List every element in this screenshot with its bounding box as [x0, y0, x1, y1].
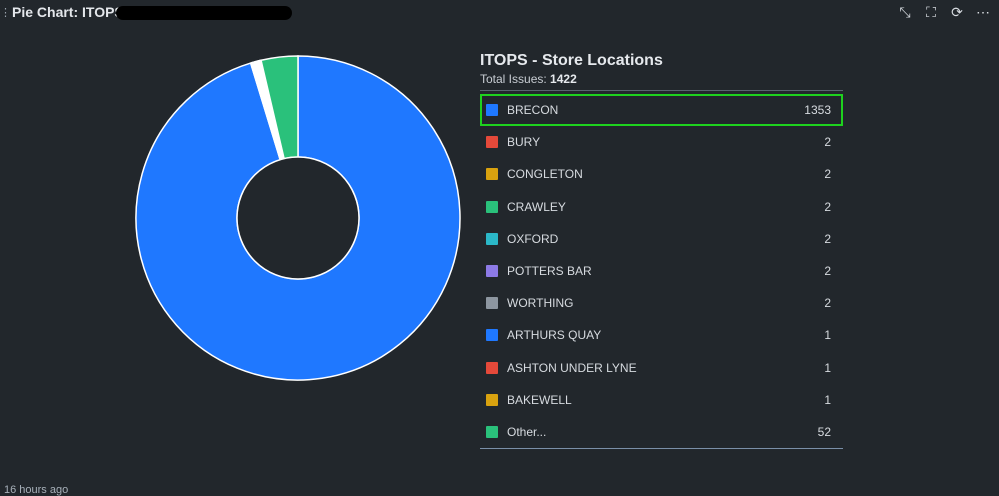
chart-panel-title: Pie Chart: ITOPS -: [12, 4, 133, 20]
legend-swatch: [486, 136, 498, 149]
total-issues: Total Issues: 1422: [480, 72, 843, 86]
legend-swatch: [486, 361, 498, 374]
legend-item-arthurs-quay[interactable]: ARTHURS QUAY 1: [480, 319, 843, 351]
legend-swatch: [486, 329, 498, 342]
more-options-icon[interactable]: ⋯: [976, 4, 990, 20]
legend-item-bakewell[interactable]: BAKEWELL 1: [480, 384, 843, 416]
legend-value: 2: [824, 199, 831, 214]
legend-value: 2: [824, 135, 831, 150]
legend-title: ITOPS - Store Locations: [480, 52, 663, 69]
legend-label: ASHTON UNDER LYNE: [507, 360, 637, 375]
legend-label: CONGLETON: [507, 167, 583, 182]
legend-value: 2: [824, 167, 831, 182]
legend-swatch: [486, 104, 498, 117]
legend-item-ashton-under-lyne[interactable]: ASHTON UNDER LYNE 1: [480, 352, 843, 384]
legend-label: BURY: [507, 135, 541, 150]
legend-swatch: [486, 232, 498, 245]
drag-handle-icon[interactable]: ⋮: [0, 7, 11, 19]
donut-chart: [135, 55, 461, 381]
legend-item-potters-bar[interactable]: POTTERS BAR 2: [480, 255, 843, 287]
legend-item-brecon[interactable]: BRECON 1353: [480, 94, 843, 127]
legend-swatch: [486, 393, 498, 406]
legend-swatch: [486, 297, 498, 310]
legend-item-oxford[interactable]: OXFORD 2: [480, 223, 843, 255]
legend-list: BRECON 1353 BURY 2 CONGLETON 2 CRAWLEY 2 OXFORD 2…: [480, 94, 843, 450]
legend-divider: [480, 90, 843, 91]
chart-legend: ITOPS - Store Locations Total Issues: 14…: [480, 52, 843, 450]
legend-item-worthing[interactable]: WORTHING 2: [480, 287, 843, 319]
legend-label: Other...: [507, 424, 547, 439]
legend-label: ARTHURS QUAY: [507, 328, 602, 343]
legend-value: 2: [824, 296, 831, 311]
legend-value: 1: [824, 360, 831, 375]
legend-value: 52: [817, 424, 831, 439]
legend-label: WORTHING: [507, 296, 574, 311]
chart-toolbar: ⤡ ⛶ ⟳ ⋯: [897, 3, 991, 21]
legend-swatch: [486, 425, 498, 438]
legend-swatch: [486, 168, 498, 181]
legend-swatch: [486, 265, 498, 278]
legend-value: 2: [824, 264, 831, 279]
legend-swatch: [486, 200, 498, 213]
redacted-title-block: [116, 6, 292, 20]
legend-label: OXFORD: [507, 231, 559, 246]
last-updated: 16 hours ago: [4, 484, 69, 496]
chart-header: ⋮ Pie Chart: ITOPS - ⤡ ⛶ ⟳ ⋯: [0, 0, 999, 26]
legend-value: 1353: [804, 103, 831, 118]
legend-item-congleton[interactable]: CONGLETON 2: [480, 158, 843, 190]
collapse-icon[interactable]: ⤡: [899, 4, 911, 20]
legend-value: 2: [824, 231, 831, 246]
refresh-icon[interactable]: ⟳: [951, 4, 963, 20]
total-issues-label: Total Issues:: [480, 72, 547, 86]
legend-item-bury[interactable]: BURY 2: [480, 126, 843, 158]
legend-value: 1: [824, 392, 831, 407]
legend-label: BAKEWELL: [507, 392, 572, 407]
legend-value: 1: [824, 328, 831, 343]
legend-label: BRECON: [507, 103, 559, 118]
fullscreen-icon[interactable]: ⛶: [926, 4, 936, 20]
legend-label: CRAWLEY: [507, 199, 566, 214]
total-issues-value: 1422: [550, 72, 577, 86]
legend-item-crawley[interactable]: CRAWLEY 2: [480, 191, 843, 223]
legend-item-other[interactable]: Other... 52: [480, 416, 843, 448]
legend-label: POTTERS BAR: [507, 264, 592, 279]
donut-hole: [236, 156, 360, 280]
